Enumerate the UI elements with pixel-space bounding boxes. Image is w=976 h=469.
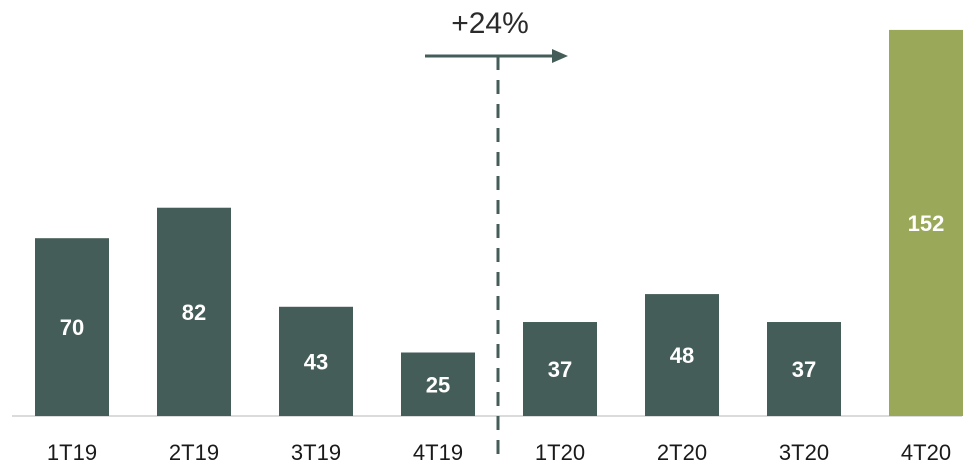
bar-4t19 [401, 352, 475, 416]
growth-arrow-head [552, 49, 568, 63]
bar-value-label-4t20: 152 [908, 211, 945, 236]
bar-3t20 [767, 322, 841, 416]
bar-2t19 [157, 207, 231, 416]
category-label-2t20: 2T20 [657, 440, 707, 465]
category-label-2t19: 2T19 [169, 440, 219, 465]
bar-value-label-4t19: 25 [426, 372, 450, 397]
category-label-3t20: 3T20 [779, 440, 829, 465]
bar-1t19 [35, 238, 109, 416]
bar-value-label-3t20: 37 [792, 357, 816, 382]
bar-value-label-1t19: 70 [60, 315, 84, 340]
bar-value-label-2t19: 82 [182, 300, 206, 325]
category-label-1t20: 1T20 [535, 440, 585, 465]
bar-value-label-3t19: 43 [304, 349, 328, 374]
category-label-4t20: 4T20 [901, 440, 951, 465]
category-label-4t19: 4T19 [413, 440, 463, 465]
bar-3t19 [279, 306, 353, 416]
bar-4t20 [889, 29, 963, 416]
growth-annotation: +24% [451, 7, 529, 40]
bar-1t20 [523, 322, 597, 416]
bar-2t20 [645, 294, 719, 416]
bar-value-label-1t20: 37 [548, 357, 572, 382]
category-label-3t19: 3T19 [291, 440, 341, 465]
bar-value-label-2t20: 48 [670, 343, 694, 368]
category-label-1t19: 1T19 [47, 440, 97, 465]
